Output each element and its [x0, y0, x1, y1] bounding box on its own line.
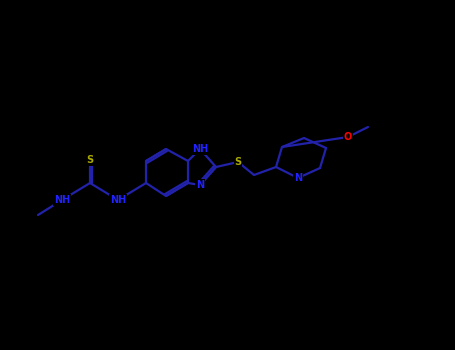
Text: S: S — [234, 157, 242, 167]
Text: NH: NH — [192, 144, 208, 154]
Text: S: S — [86, 155, 94, 165]
Text: N: N — [196, 180, 204, 190]
Text: NH: NH — [54, 195, 70, 205]
Text: NH: NH — [110, 195, 126, 205]
Text: N: N — [294, 173, 302, 183]
Text: O: O — [344, 132, 352, 142]
